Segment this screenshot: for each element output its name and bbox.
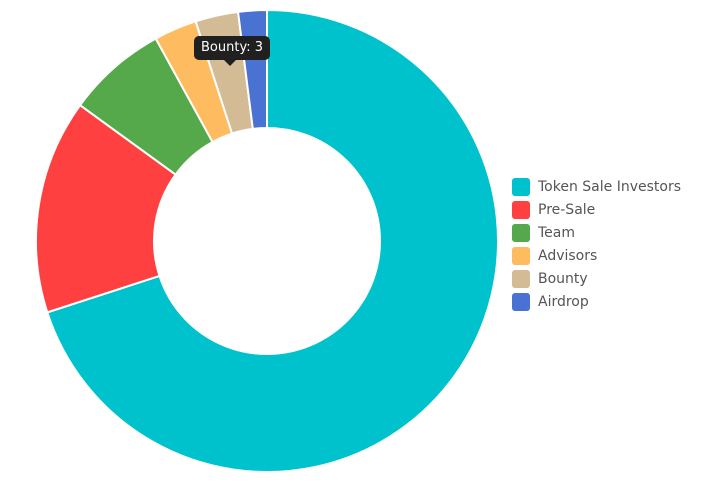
legend-item-pre-sale[interactable]: Pre-Sale xyxy=(512,198,681,221)
legend-swatch-advisors xyxy=(512,246,530,265)
legend-label-airdrop: Airdrop xyxy=(538,293,589,310)
legend-label-advisors: Advisors xyxy=(538,247,598,264)
legend-swatch-airdrop xyxy=(512,292,530,311)
legend-label-team: Team xyxy=(538,224,576,241)
legend-label-bounty: Bounty xyxy=(538,270,588,287)
legend-swatch-bounty xyxy=(512,269,530,288)
legend-swatch-team xyxy=(512,223,530,242)
slice-pre-sale[interactable] xyxy=(35,103,177,314)
legend-label-token-sale-investors: Token Sale Investors xyxy=(538,178,682,195)
chart-legend: Token Sale Investors Pre-Sale Team Advis… xyxy=(512,175,681,313)
chart-tooltip: Bounty: 3 xyxy=(194,36,270,66)
legend-item-token-sale-investors[interactable]: Token Sale Investors xyxy=(512,175,681,198)
legend-item-airdrop[interactable]: Airdrop xyxy=(512,290,681,313)
slice-token-sale-investors[interactable] xyxy=(46,8,499,473)
legend-item-bounty[interactable]: Bounty xyxy=(512,267,681,290)
legend-item-team[interactable]: Team xyxy=(512,221,681,244)
legend-item-advisors[interactable]: Advisors xyxy=(512,244,681,267)
legend-swatch-pre-sale xyxy=(512,200,530,219)
legend-swatch-token-sale-investors xyxy=(512,177,530,196)
legend-label-pre-sale: Pre-Sale xyxy=(538,201,596,218)
